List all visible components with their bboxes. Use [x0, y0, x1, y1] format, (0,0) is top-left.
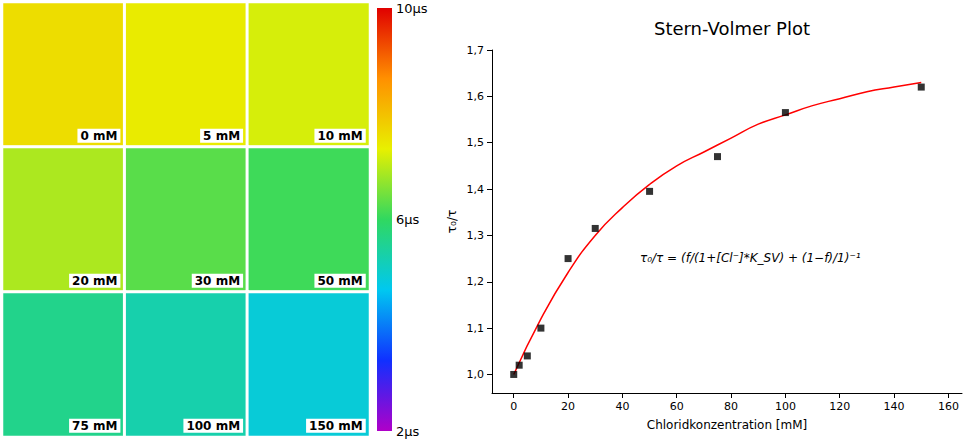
svg-text:50 mM: 50 mM — [317, 274, 362, 288]
svg-text:1,1: 1,1 — [467, 322, 485, 335]
svg-text:1,4: 1,4 — [467, 183, 485, 196]
svg-text:τ₀/τ: τ₀/τ — [445, 210, 459, 233]
svg-text:140: 140 — [884, 400, 905, 413]
svg-text:0 mM: 0 mM — [80, 129, 117, 143]
svg-text:Chloridkonzentration [mM]: Chloridkonzentration [mM] — [647, 418, 808, 432]
svg-text:10 mM: 10 mM — [317, 129, 362, 143]
svg-text:30 mM: 30 mM — [195, 274, 240, 288]
svg-text:150 mM: 150 mM — [309, 419, 363, 433]
svg-text:τ₀/τ = (f/(1+[Cl⁻]*K_SV) + (1−: τ₀/τ = (f/(1+[Cl⁻]*K_SV) + (1−f)/1)⁻¹ — [640, 251, 861, 265]
svg-text:1,5: 1,5 — [467, 136, 485, 149]
svg-text:60: 60 — [670, 400, 684, 413]
svg-text:10µs: 10µs — [396, 1, 428, 16]
svg-text:5 mM: 5 mM — [203, 129, 240, 143]
svg-text:2µs: 2µs — [396, 424, 420, 439]
svg-text:80: 80 — [724, 400, 738, 413]
svg-text:1,7: 1,7 — [467, 44, 485, 57]
svg-text:Stern-Volmer Plot: Stern-Volmer Plot — [654, 18, 810, 39]
svg-text:20: 20 — [561, 400, 575, 413]
svg-text:40: 40 — [615, 400, 629, 413]
svg-text:100 mM: 100 mM — [186, 419, 240, 433]
svg-text:120: 120 — [829, 400, 850, 413]
svg-text:100: 100 — [775, 400, 796, 413]
svg-text:20 mM: 20 mM — [72, 274, 117, 288]
svg-text:6µs: 6µs — [396, 212, 420, 227]
svg-text:1,6: 1,6 — [467, 90, 485, 103]
svg-text:0: 0 — [510, 400, 517, 413]
svg-text:160: 160 — [938, 400, 959, 413]
svg-text:1,2: 1,2 — [467, 275, 485, 288]
svg-text:1,3: 1,3 — [467, 229, 485, 242]
svg-text:1,0: 1,0 — [467, 368, 485, 381]
svg-text:75 mM: 75 mM — [72, 419, 117, 433]
